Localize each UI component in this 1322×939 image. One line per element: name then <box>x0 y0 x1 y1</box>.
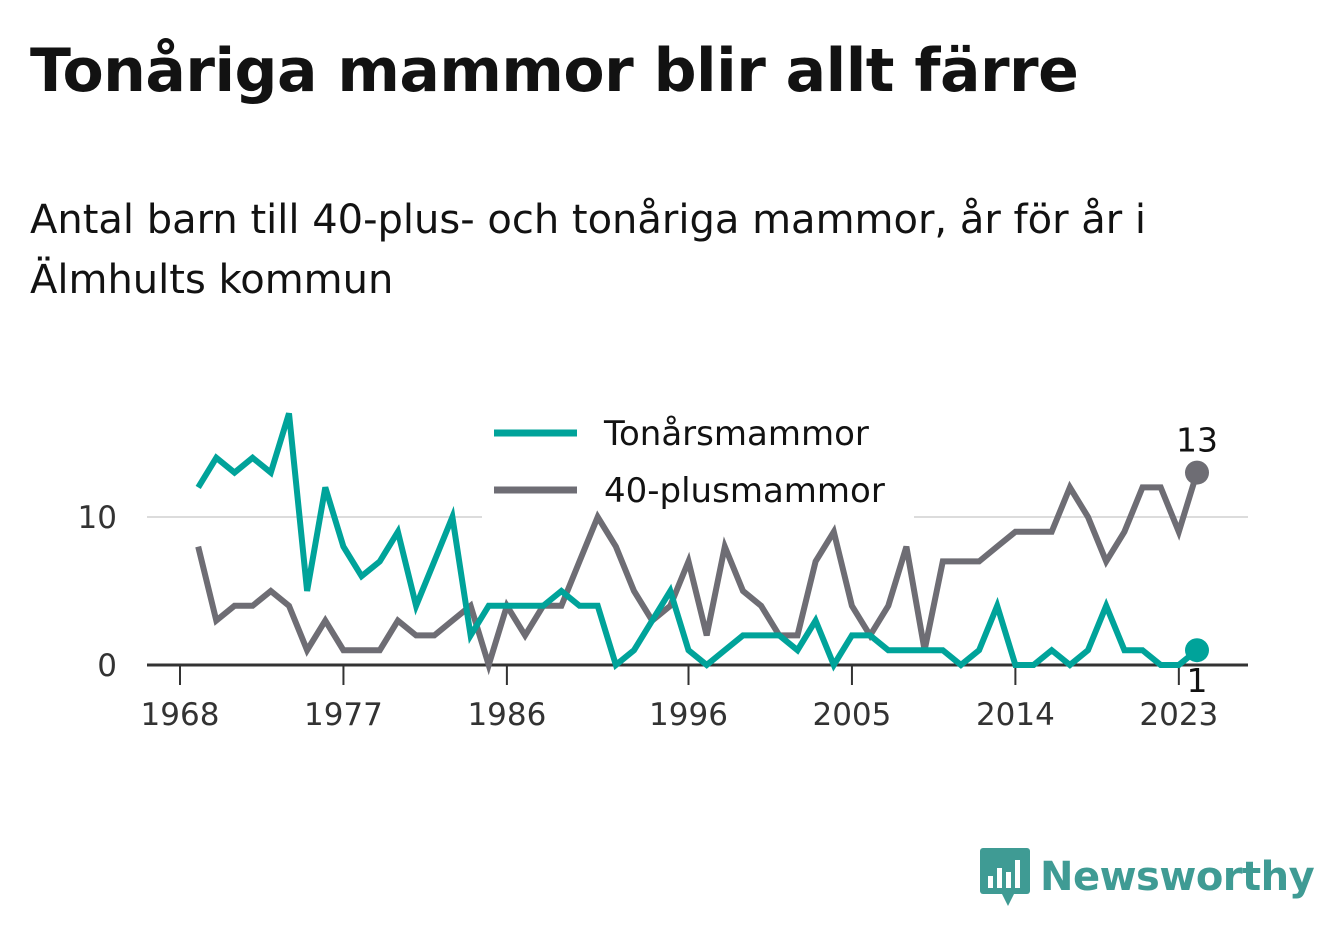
x-tick-label: 1996 <box>649 697 728 733</box>
end-labels: 1 13 <box>1176 421 1218 701</box>
end-label-tonarsmammor: 1 <box>1187 661 1208 700</box>
x-tick-label: 1986 <box>467 697 546 733</box>
end-point-tonarsmammor <box>1185 638 1209 663</box>
x-tick-label: 1968 <box>141 697 220 733</box>
end-point-40-plusmammor <box>1185 460 1209 485</box>
series-line-40-plusmammor <box>195 471 1200 676</box>
end-label-40-plusmammor: 13 <box>1176 421 1218 460</box>
chart-title: Tonåriga mammor blir allt färre <box>30 36 1079 106</box>
legend: Tonårsmammor 40-plusmammor <box>482 400 914 518</box>
x-tick-label: 2005 <box>812 697 891 733</box>
y-tick-label: 10 <box>78 500 117 536</box>
y-tick-label: 0 <box>97 648 117 684</box>
chart-subtitle: Antal barn till 40-plus- och tonåriga ma… <box>30 197 1147 303</box>
x-tick-label: 1977 <box>304 697 383 733</box>
series-line-tonarsmammor <box>195 412 1199 672</box>
legend-label: 40-plusmammor <box>604 471 885 511</box>
legend-background <box>482 400 914 518</box>
x-tick-label: 2014 <box>976 697 1055 733</box>
x-axis: 1968 1977 1986 1996 2005 2014 2023 <box>141 663 1248 733</box>
newsworthy-logo-icon <box>980 848 1030 906</box>
legend-label: Tonårsmammor <box>603 414 869 454</box>
series-layer <box>195 412 1200 676</box>
newsworthy-logo: Newsworthy <box>980 846 1315 908</box>
grid-layer: 0 10 <box>78 500 1248 684</box>
newsworthy-logo-text: Newsworthy <box>1040 854 1315 900</box>
x-tick-label: 2023 <box>1139 697 1218 733</box>
